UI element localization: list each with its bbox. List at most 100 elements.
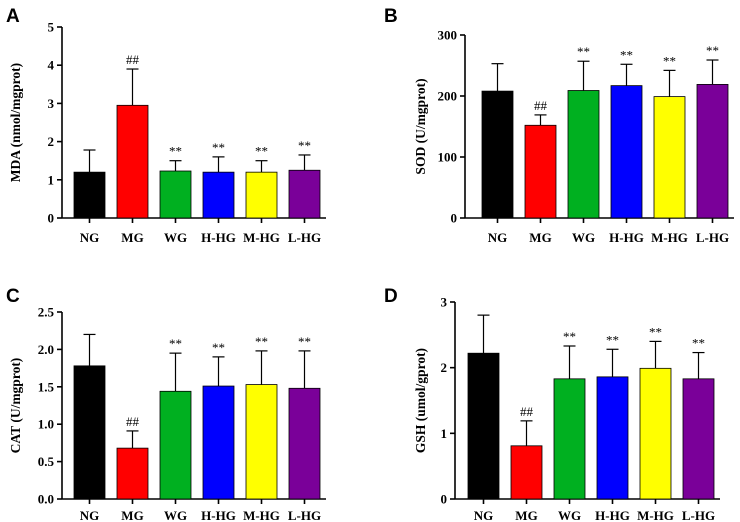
x-tick-label: MG	[121, 508, 143, 522]
significance-label: **	[663, 53, 676, 68]
bar-mg	[510, 445, 543, 500]
y-tick-label: 1	[48, 172, 55, 187]
chart-panel-d: D GSH (umol/gprot) 0 1 2 3 NG ## MG ** WG ** H-HG ** M…	[384, 286, 720, 522]
y-tick-label: 4	[48, 58, 55, 73]
bar-wg	[553, 378, 586, 500]
y-tick-label: 2.0	[38, 342, 54, 357]
significance-label: ##	[126, 52, 140, 67]
x-tick-label: WG	[164, 230, 187, 245]
significance-label: **	[298, 138, 311, 153]
panel-letter: B	[384, 6, 398, 27]
y-tick-label: 2.5	[38, 305, 55, 320]
bar-h-hg	[202, 385, 235, 500]
y-tick-label: 0	[441, 492, 448, 507]
y-tick-label: 1.0	[38, 417, 54, 432]
significance-label: ##	[520, 404, 534, 419]
significance-label: **	[255, 144, 268, 159]
bar-mg	[116, 447, 149, 500]
bar-mg	[524, 124, 557, 219]
panel-letter: C	[6, 286, 20, 307]
x-tick-label: NG	[488, 230, 508, 245]
significance-label: **	[606, 332, 619, 347]
x-tick-label: L-HG	[288, 230, 321, 245]
significance-label: **	[298, 334, 311, 349]
x-tick-label: H-HG	[595, 508, 630, 522]
bar-m-hg	[245, 384, 278, 500]
bar-ng	[481, 90, 514, 219]
bar-h-hg	[596, 376, 629, 500]
x-tick-label: H-HG	[609, 230, 644, 245]
x-tick-label: NG	[474, 508, 494, 522]
x-tick-label: MG	[121, 230, 143, 245]
significance-label: ##	[534, 98, 548, 113]
significance-label: **	[212, 340, 225, 355]
y-tick-label: 1	[441, 426, 448, 441]
x-tick-label: NG	[80, 230, 100, 245]
y-axis-title: CAT (U/mgprot)	[8, 358, 23, 454]
significance-label: **	[212, 140, 225, 155]
bar-h-hg	[610, 85, 643, 219]
x-tick-label: M-HG	[637, 508, 674, 522]
significance-label: ##	[126, 414, 140, 429]
x-tick-label: WG	[572, 230, 595, 245]
y-tick-label: 2	[48, 134, 55, 149]
y-axis-title: GSH (umol/gprot)	[413, 348, 428, 453]
x-tick-label: NG	[80, 508, 100, 522]
panel-letter: A	[6, 6, 20, 27]
y-tick-label: 100	[438, 150, 458, 165]
significance-label: **	[649, 324, 662, 339]
chart-panel-b: B SOD (U/mgprot) 0 100 200 300 NG ## MG ** WG ** H-H…	[384, 6, 734, 245]
y-tick-label: 300	[438, 28, 458, 43]
significance-label: **	[706, 43, 719, 58]
y-tick-label: 3	[441, 295, 448, 310]
bar-m-hg	[653, 96, 686, 219]
bar-wg	[159, 390, 192, 500]
bar-l-hg	[288, 387, 321, 500]
x-tick-label: L-HG	[288, 508, 321, 522]
bar-wg	[159, 170, 192, 219]
y-tick-label: 1.5	[38, 379, 55, 394]
bar-m-hg	[245, 171, 278, 219]
y-axis-title: SOD (U/mgprot)	[413, 78, 428, 174]
significance-label: **	[169, 144, 182, 159]
x-tick-label: H-HG	[201, 508, 236, 522]
significance-label: **	[577, 44, 590, 59]
y-tick-label: 5	[48, 20, 55, 35]
y-tick-label: 200	[438, 89, 458, 104]
y-tick-label: 0.0	[38, 492, 54, 507]
x-tick-label: WG	[164, 508, 187, 522]
bar-wg	[567, 90, 600, 219]
significance-label: **	[255, 334, 268, 349]
bar-ng	[73, 171, 106, 219]
bar-ng	[73, 365, 106, 500]
bar-l-hg	[682, 378, 715, 500]
x-tick-label: M-HG	[243, 508, 280, 522]
significance-label: **	[692, 336, 705, 351]
bar-m-hg	[639, 367, 672, 500]
x-tick-label: H-HG	[201, 230, 236, 245]
y-tick-label: 0.5	[38, 454, 55, 469]
x-tick-label: M-HG	[651, 230, 688, 245]
x-tick-label: MG	[515, 508, 537, 522]
chart-panel-a: A MDA (nmol/mgprot) 0 1 2 3 4 5 NG ## MG ** WG ** H-HG…	[6, 6, 326, 245]
y-tick-label: 3	[48, 96, 55, 111]
panel-letter: D	[384, 286, 398, 307]
bar-ng	[467, 352, 500, 500]
x-tick-label: WG	[558, 508, 581, 522]
significance-label: **	[563, 329, 576, 344]
x-tick-label: M-HG	[243, 230, 280, 245]
x-tick-label: L-HG	[696, 230, 729, 245]
x-tick-label: L-HG	[682, 508, 715, 522]
bar-l-hg	[696, 84, 729, 219]
significance-label: **	[169, 336, 182, 351]
y-tick-label: 0	[48, 211, 55, 226]
chart-panel-c: C CAT (U/mgprot) 0.0 0.5 1.0 1.5 2.0 2.5 NG ## MG *…	[6, 286, 326, 522]
bar-h-hg	[202, 171, 235, 219]
y-tick-label: 2	[441, 360, 448, 375]
y-tick-label: 0	[451, 211, 458, 226]
x-tick-label: MG	[529, 230, 551, 245]
bar-l-hg	[288, 169, 321, 219]
y-axis-title: MDA (nmol/mgprot)	[8, 63, 23, 182]
bar-mg	[116, 104, 149, 219]
